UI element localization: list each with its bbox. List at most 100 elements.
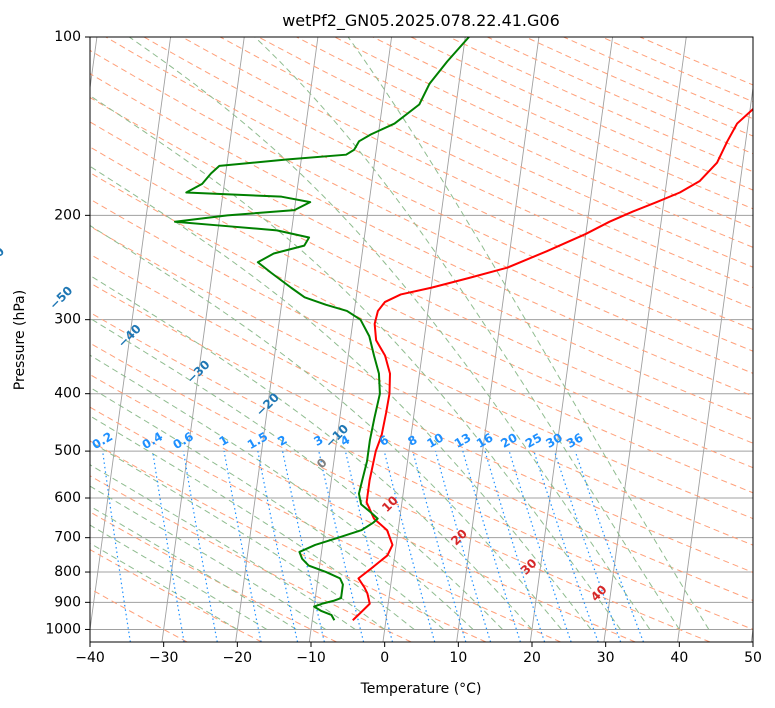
isotherm-line (235, 37, 319, 642)
isotherm-line (677, 84, 753, 642)
dry-adiabat (143, 37, 753, 331)
dry-adiabat (90, 121, 753, 444)
dry-adiabat (90, 198, 753, 520)
y-axis-label: Pressure (hPa) (12, 290, 28, 390)
isotherm-label-pos: 30 (518, 556, 540, 578)
dry-adiabat (90, 440, 487, 642)
mixing-ratio-line (102, 451, 131, 642)
dry-adiabat (90, 96, 753, 420)
dry-adiabat (639, 37, 753, 86)
x-axis: −40 −30 −20 −10 0 10 20 30 40 50 (75, 642, 762, 666)
isotherm-label-neg: −40 (115, 322, 144, 351)
mixing-ratio-line (484, 450, 546, 642)
plot-frame (89, 36, 754, 643)
mixing-ratio-label: 30 (543, 430, 564, 450)
y-tick-label: 400 (54, 386, 81, 402)
series-layer (173, 37, 753, 622)
y-axis: 100 200 300 400 500 600 700 800 900 1000 (45, 29, 90, 637)
mixing-ratio-line (182, 451, 218, 642)
dry-adiabat (601, 37, 753, 103)
x-axis-label: Temperature (°C) (360, 681, 482, 697)
isotherm-label-pos: 40 (588, 582, 610, 604)
x-tick-label: 40 (670, 650, 688, 666)
dry-adiabat (90, 253, 753, 573)
y-tick-label: 800 (54, 564, 81, 580)
dry-adiabat (181, 37, 753, 309)
y-tick-label: 600 (54, 490, 81, 506)
mixing-ratio-label: 0.6 (170, 429, 195, 452)
moist-adiabat (128, 37, 651, 630)
moist-adiabat (347, 37, 710, 630)
dry-adiabat (90, 342, 711, 642)
y-tick-label: 1000 (45, 621, 81, 637)
moist-adiabat (90, 95, 621, 630)
moist-adiabat (90, 505, 297, 630)
mixing-ratio-line (434, 450, 492, 642)
isotherm-line (382, 37, 466, 642)
mixing-ratio-label: 25 (523, 430, 544, 450)
mixing-ratio-line (412, 450, 467, 642)
x-tick-label: −10 (296, 650, 326, 666)
isotherm-label-neg: −60 (0, 244, 7, 273)
y-tick-label: 100 (54, 29, 81, 45)
moist-adiabat (90, 485, 327, 630)
mixing-ratio-label: 0.2 (90, 429, 115, 452)
x-tick-label: 50 (744, 650, 762, 666)
x-tick-label: 0 (380, 650, 389, 666)
mixing-ratio-line (462, 450, 521, 642)
y-tick-label: 500 (54, 443, 81, 459)
isotherm-label-neg: −50 (47, 283, 76, 312)
dry-adiabat (90, 73, 753, 397)
isotherm-line (750, 626, 753, 642)
mixing-ratio-line (152, 451, 185, 642)
dry-adiabat (90, 311, 753, 630)
dry-adiabat (90, 172, 753, 494)
moist-adiabat (90, 464, 356, 630)
dry-adiabat (90, 49, 753, 374)
dry-adiabat (105, 37, 753, 352)
isotherm-line (161, 37, 245, 642)
mixing-ratio-line (508, 450, 572, 642)
x-tick-label: 20 (523, 650, 541, 666)
moist-adiabat (90, 386, 444, 630)
moist-adiabat (90, 165, 592, 630)
isotherm-label-pos: 10 (379, 493, 401, 515)
dry-adiabat (90, 511, 337, 642)
mixing-ratio-line (257, 450, 299, 642)
moist-adiabat (90, 415, 415, 630)
isotherm-label-pos: 0 (314, 455, 330, 471)
y-tick-label: 200 (54, 207, 81, 223)
mixing-ratio-line (383, 450, 436, 642)
dry-adiabat (449, 37, 753, 173)
background-lines (56, 37, 753, 642)
dewpoint-profile (173, 37, 470, 621)
moist-adiabat (90, 224, 562, 630)
moist-adiabat (90, 440, 385, 630)
mixing-ratio-label: 16 (474, 430, 495, 450)
mixing-ratio-label: 20 (498, 430, 519, 450)
dry-adiabat (410, 37, 753, 191)
dry-adiabat (90, 374, 636, 642)
x-tick-label: −20 (223, 650, 253, 666)
moist-adiabat (254, 37, 680, 630)
mixing-ratio-line (553, 450, 622, 642)
mixing-ratio-line (223, 450, 262, 642)
mixing-ratio-label: 8 (405, 433, 419, 449)
chart-title: wetPf2_GN05.2025.078.22.41.G06 (282, 11, 560, 31)
moist-adiabat (90, 354, 474, 630)
mixing-ratio-line (282, 450, 325, 642)
y-tick-label: 900 (54, 594, 81, 610)
isotherm-line (90, 37, 172, 633)
isotherm-line (529, 37, 614, 642)
mixing-ratio-line (56, 451, 80, 642)
x-tick-label: −40 (75, 650, 105, 666)
temperature-profile (352, 107, 753, 622)
isotherm-label-neg: −30 (184, 357, 213, 386)
mixing-ratio-label: 1.5 (245, 429, 270, 452)
moist-adiabat (90, 524, 268, 630)
x-tick-label: −30 (149, 650, 179, 666)
mixing-ratio-label: 13 (452, 430, 473, 450)
dry-adiabat (334, 37, 753, 229)
dry-adiabat (90, 146, 753, 469)
